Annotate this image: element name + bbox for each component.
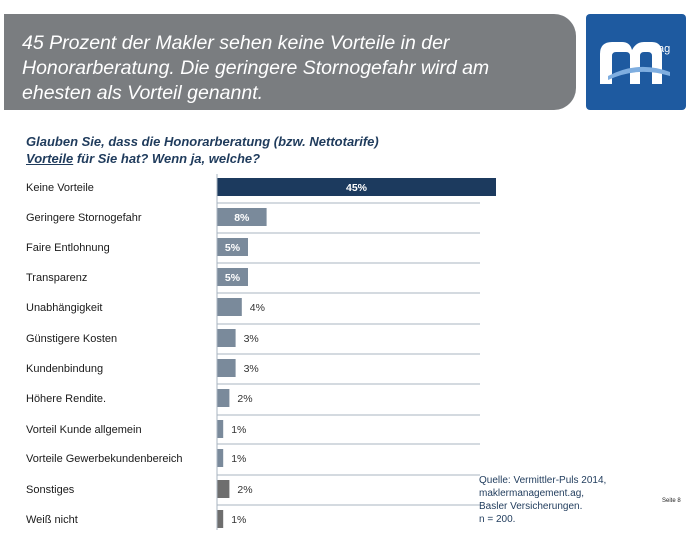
chart-row: Sonstiges 2% xyxy=(26,474,480,498)
source-line: n = 200. xyxy=(479,514,516,525)
chart-row: Kundenbindung 3% xyxy=(26,353,480,377)
category-label: Keine Vorteile xyxy=(26,182,94,194)
logo-sup: ag xyxy=(658,43,670,55)
bar xyxy=(217,449,224,467)
category-label: Weiß nicht xyxy=(26,514,78,526)
value-label: 1% xyxy=(231,453,246,465)
category-label: Günstigere Kosten xyxy=(26,333,117,345)
bar xyxy=(217,298,242,316)
value-label: 3% xyxy=(244,363,259,375)
source-note: Quelle: Vermittler-Puls 2014, maklermana… xyxy=(479,474,606,526)
chart-row: Unabhängigkeit 4% xyxy=(26,292,480,316)
bar xyxy=(217,329,236,347)
bar xyxy=(217,359,236,377)
source-line: Basler Versicherungen. xyxy=(479,501,583,512)
bar xyxy=(217,178,496,196)
value-label: 3% xyxy=(244,333,259,345)
question-line-2: Vorteile für Sie hat? Wenn ja, welche? xyxy=(26,150,486,167)
value-label: 2% xyxy=(237,393,252,405)
category-label: Kundenbindung xyxy=(26,363,103,375)
value-label: 45% xyxy=(346,182,368,194)
title-banner: 45 Prozent der Makler sehen keine Vortei… xyxy=(4,14,576,110)
category-label: Höhere Rendite. xyxy=(26,393,106,405)
company-logo: ag xyxy=(586,14,686,110)
value-label: 1% xyxy=(231,514,246,526)
category-label: Transparenz xyxy=(26,272,87,284)
chart-row: Höhere Rendite. 2% xyxy=(26,383,480,407)
survey-question: Glauben Sie, dass die Honorarberatung (b… xyxy=(26,133,486,167)
bar xyxy=(217,480,230,498)
chart-row: Vorteile Gewerbekundenbereich 1% xyxy=(26,443,480,467)
chart-row: Faire Entlohnung 5% xyxy=(26,232,480,256)
bar xyxy=(217,208,267,226)
bar xyxy=(217,238,248,256)
category-label: Unabhängigkeit xyxy=(26,302,102,314)
bar xyxy=(217,420,224,438)
category-label: Vorteil Kunde allgemein xyxy=(26,424,142,436)
category-label: Geringere Stornogefahr xyxy=(26,212,142,224)
bar xyxy=(217,510,224,528)
value-label: 4% xyxy=(250,302,265,314)
m-ag-logo-icon: ag xyxy=(600,42,670,84)
value-label: 8% xyxy=(234,212,250,224)
value-label: 5% xyxy=(225,272,241,284)
chart-row: Keine Vorteile 45% xyxy=(26,178,496,196)
value-label: 1% xyxy=(231,424,246,436)
chart-row: Transparenz 5% xyxy=(26,262,480,286)
slide-title: 45 Prozent der Makler sehen keine Vortei… xyxy=(22,32,490,104)
chart-row: Geringere Stornogefahr 8% xyxy=(26,202,480,226)
chart-row: Vorteil Kunde allgemein 1% xyxy=(26,414,480,438)
value-label: 2% xyxy=(237,484,252,496)
question-rest: für Sie hat? Wenn ja, welche? xyxy=(73,151,261,166)
bar xyxy=(217,268,248,286)
source-line: maklermanagement.ag, xyxy=(479,488,585,499)
question-line-1: Glauben Sie, dass die Honorarberatung (b… xyxy=(26,134,379,149)
bar xyxy=(217,389,230,407)
chart-row: Günstigere Kosten 3% xyxy=(26,323,480,347)
category-label: Faire Entlohnung xyxy=(26,242,110,254)
question-underlined: Vorteile xyxy=(26,151,74,166)
category-label: Vorteile Gewerbekundenbereich xyxy=(26,453,183,465)
chart-row: Weiß nicht 1% xyxy=(26,504,480,528)
source-line: Quelle: Vermittler-Puls 2014, xyxy=(479,475,607,486)
category-label: Sonstiges xyxy=(26,484,75,496)
value-label: 5% xyxy=(225,242,241,254)
page-number: Seite 8 xyxy=(662,498,681,504)
